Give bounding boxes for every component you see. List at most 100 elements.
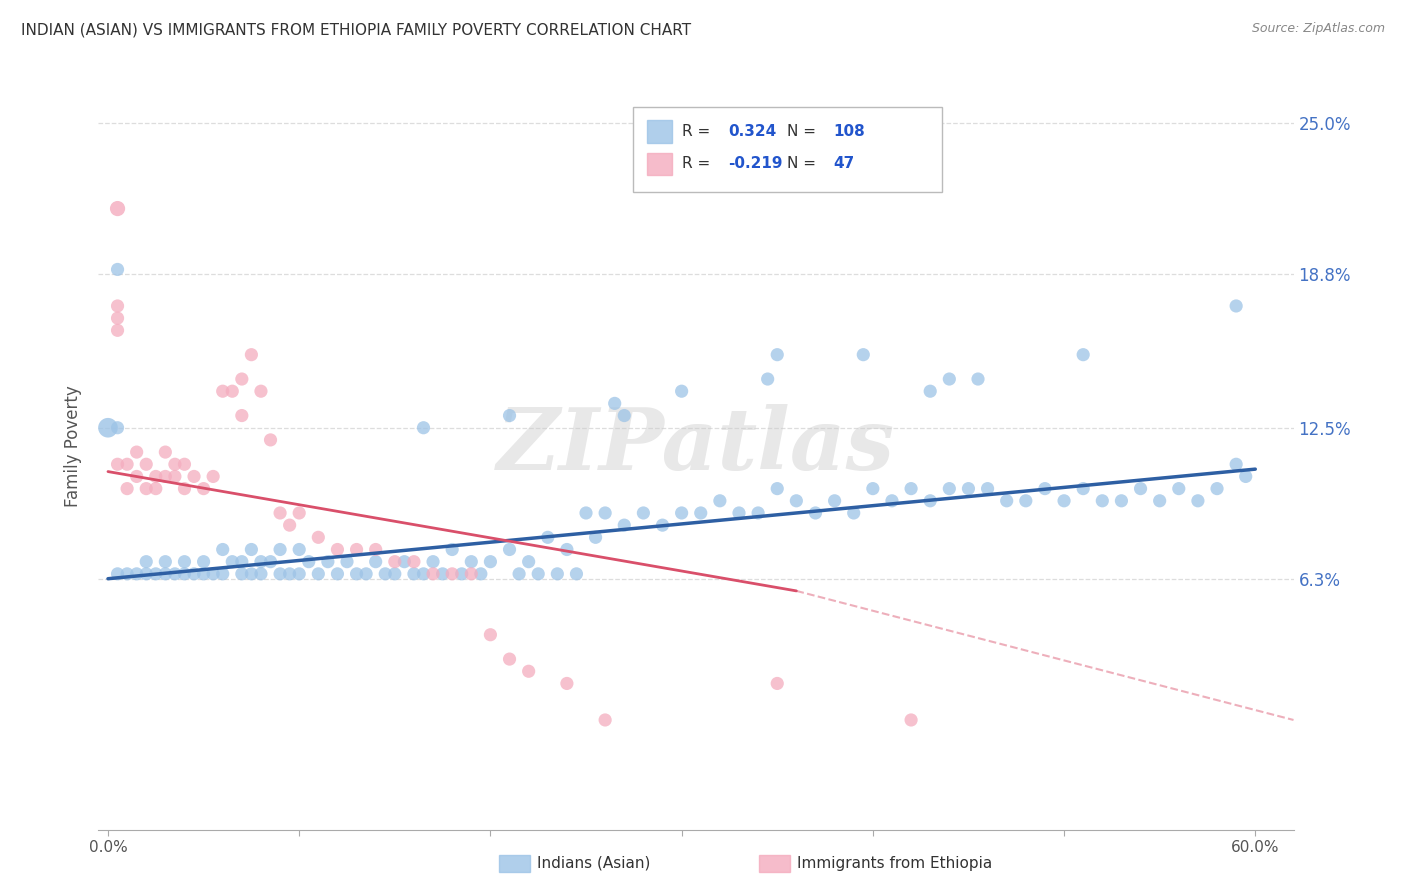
Point [231,372,253,386]
Point [422,566,444,581]
Point [709,493,731,508]
Point [422,555,444,569]
Point [517,555,540,569]
Point [346,542,368,557]
Point [450,566,472,581]
Point [221,555,243,569]
Point [1234,469,1257,483]
Point [125,566,148,581]
Text: INDIAN (ASIAN) VS IMMIGRANTS FROM ETHIOPIA FAMILY POVERTY CORRELATION CHART: INDIAN (ASIAN) VS IMMIGRANTS FROM ETHIOP… [21,22,692,37]
Point [651,518,673,533]
Text: Immigrants from Ethiopia: Immigrants from Ethiopia [797,856,993,871]
Point [326,566,349,581]
Point [766,348,789,362]
Point [240,566,263,581]
Point [278,566,301,581]
Point [498,652,520,666]
Point [250,566,273,581]
Point [231,409,253,423]
Point [593,506,616,520]
Point [460,566,482,581]
Point [107,299,129,313]
Point [441,542,464,557]
Text: Source: ZipAtlas.com: Source: ZipAtlas.com [1251,22,1385,36]
Point [250,384,273,399]
Point [976,482,998,496]
Point [125,469,148,483]
Point [240,542,263,557]
Point [842,506,865,520]
Point [527,566,550,581]
Point [163,469,186,483]
Text: ZIPatlas: ZIPatlas [496,404,896,488]
Point [346,566,368,581]
Point [824,493,846,508]
Point [1129,482,1152,496]
Point [193,482,215,496]
Point [155,555,177,569]
Point [259,433,281,447]
Point [173,555,195,569]
Text: R =: R = [682,156,716,170]
Point [364,555,387,569]
Point [374,566,396,581]
Point [173,566,195,581]
Point [432,566,454,581]
Point [852,348,875,362]
Point [298,555,321,569]
Point [288,542,311,557]
Point [1071,482,1094,496]
Point [394,555,416,569]
Point [689,506,711,520]
Point [135,482,157,496]
Point [593,713,616,727]
Point [575,506,598,520]
Point [766,676,789,690]
Point [250,555,273,569]
Point [155,566,177,581]
Point [269,506,291,520]
Point [115,566,138,581]
Point [354,566,377,581]
Point [1091,493,1114,508]
Point [671,506,693,520]
Point [135,457,157,471]
Point [1033,482,1056,496]
Point [537,530,560,544]
Point [240,348,263,362]
Point [307,530,329,544]
Point [155,469,177,483]
Point [259,555,281,569]
Text: 0.324: 0.324 [728,124,776,138]
Point [231,555,253,569]
Point [613,409,636,423]
Point [107,311,129,326]
Point [202,566,225,581]
Point [585,530,607,544]
Point [1187,493,1209,508]
Point [115,482,138,496]
Point [163,457,186,471]
Text: -0.219: -0.219 [728,156,783,170]
Point [880,493,903,508]
Point [900,482,922,496]
Point [173,482,195,496]
Text: N =: N = [787,124,821,138]
Point [555,542,578,557]
Point [1206,482,1229,496]
Point [107,566,129,581]
Point [995,493,1018,508]
Point [278,518,301,533]
Text: N =: N = [787,156,821,170]
Point [900,713,922,727]
Point [565,566,588,581]
Point [402,566,425,581]
Point [269,566,291,581]
Point [336,555,359,569]
Point [211,542,233,557]
Point [211,566,233,581]
Point [173,457,195,471]
Point [402,555,425,569]
Point [316,555,339,569]
Point [193,566,215,581]
